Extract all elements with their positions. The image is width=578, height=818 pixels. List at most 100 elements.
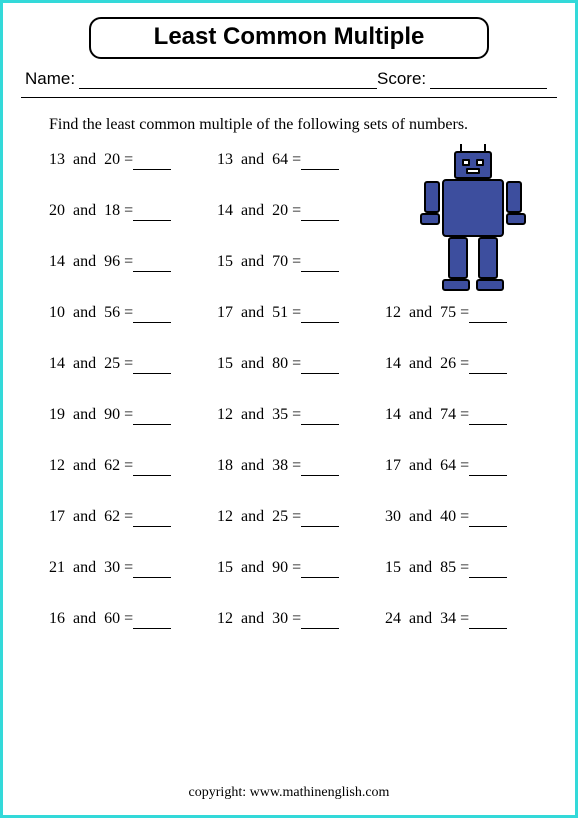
answer-blank[interactable] — [301, 307, 339, 323]
problem-cell: 17 and 62 = — [49, 507, 217, 527]
and-word: and — [241, 355, 264, 372]
problem-row: 17 and 62 =12 and 25 =30 and 40 = — [49, 507, 575, 527]
problem-cell: 17 and 64 = — [385, 456, 553, 476]
score-field: Score: — [377, 69, 547, 89]
operand-b: 30 — [104, 559, 120, 576]
header-row: Name: Score: — [3, 69, 575, 89]
answer-blank[interactable] — [133, 307, 171, 323]
operand-a: 12 — [49, 457, 65, 474]
problem-cell: 17 and 51 = — [217, 303, 385, 323]
problem-cell: 13 and 64 = — [217, 150, 385, 170]
equals-sign: = — [292, 355, 301, 372]
name-input-line[interactable] — [79, 71, 377, 89]
and-word: and — [241, 406, 264, 423]
answer-blank[interactable] — [301, 205, 339, 221]
and-word: and — [73, 406, 96, 423]
answer-blank[interactable] — [301, 511, 339, 527]
and-word: and — [241, 151, 264, 168]
operand-a: 18 — [217, 457, 233, 474]
equals-sign: = — [292, 406, 301, 423]
answer-blank[interactable] — [469, 358, 507, 374]
operand-a: 17 — [217, 304, 233, 321]
equals-sign: = — [124, 151, 133, 168]
name-field: Name: — [25, 69, 377, 89]
equals-sign: = — [124, 355, 133, 372]
and-word: and — [241, 508, 264, 525]
answer-blank[interactable] — [301, 154, 339, 170]
problem-cell: 14 and 26 = — [385, 354, 553, 374]
answer-blank[interactable] — [469, 460, 507, 476]
score-label: Score: — [377, 69, 426, 89]
operand-a: 12 — [385, 304, 401, 321]
problem-row: 12 and 62 =18 and 38 =17 and 64 = — [49, 456, 575, 476]
equals-sign: = — [292, 559, 301, 576]
problem-cell: 15 and 80 = — [217, 354, 385, 374]
answer-blank[interactable] — [133, 409, 171, 425]
answer-blank[interactable] — [301, 613, 339, 629]
and-word: and — [73, 253, 96, 270]
equals-sign: = — [124, 559, 133, 576]
answer-blank[interactable] — [469, 562, 507, 578]
equals-sign: = — [460, 457, 469, 474]
answer-blank[interactable] — [133, 256, 171, 272]
and-word: and — [73, 355, 96, 372]
problem-row: 16 and 60 =12 and 30 =24 and 34 = — [49, 609, 575, 629]
answer-blank[interactable] — [301, 358, 339, 374]
answer-blank[interactable] — [301, 460, 339, 476]
answer-blank[interactable] — [133, 460, 171, 476]
and-word: and — [409, 559, 432, 576]
and-word: and — [409, 355, 432, 372]
problem-cell: 15 and 70 = — [217, 252, 385, 272]
operand-b: 26 — [440, 355, 456, 372]
operand-b: 25 — [272, 508, 288, 525]
operand-a: 14 — [217, 202, 233, 219]
answer-blank[interactable] — [301, 256, 339, 272]
operand-a: 12 — [217, 610, 233, 627]
answer-blank[interactable] — [301, 562, 339, 578]
equals-sign: = — [292, 151, 301, 168]
and-word: and — [73, 457, 96, 474]
problem-cell: 14 and 96 = — [49, 252, 217, 272]
operand-b: 85 — [440, 559, 456, 576]
and-word: and — [241, 559, 264, 576]
answer-blank[interactable] — [469, 409, 507, 425]
worksheet-title: Least Common Multiple — [89, 17, 489, 59]
operand-a: 10 — [49, 304, 65, 321]
operand-b: 64 — [272, 151, 288, 168]
operand-b: 20 — [104, 151, 120, 168]
problems-grid: 13 and 20 =13 and 64 =20 and 18 =14 and … — [3, 142, 575, 629]
answer-blank[interactable] — [469, 613, 507, 629]
problem-cell: 16 and 60 = — [49, 609, 217, 629]
and-word: and — [241, 610, 264, 627]
equals-sign: = — [124, 406, 133, 423]
answer-blank[interactable] — [469, 307, 507, 323]
operand-b: 90 — [104, 406, 120, 423]
operand-b: 25 — [104, 355, 120, 372]
problem-cell: 20 and 18 = — [49, 201, 217, 221]
problem-cell: 10 and 56 = — [49, 303, 217, 323]
and-word: and — [241, 304, 264, 321]
answer-blank[interactable] — [133, 358, 171, 374]
answer-blank[interactable] — [133, 154, 171, 170]
operand-b: 35 — [272, 406, 288, 423]
answer-blank[interactable] — [133, 511, 171, 527]
problem-row: 21 and 30 =15 and 90 =15 and 85 = — [49, 558, 575, 578]
answer-blank[interactable] — [469, 511, 507, 527]
operand-a: 15 — [385, 559, 401, 576]
problem-cell: 14 and 74 = — [385, 405, 553, 425]
and-word: and — [73, 304, 96, 321]
robot-icon — [413, 142, 533, 292]
equals-sign: = — [460, 355, 469, 372]
equals-sign: = — [292, 253, 301, 270]
answer-blank[interactable] — [301, 409, 339, 425]
and-word: and — [73, 559, 96, 576]
equals-sign: = — [124, 253, 133, 270]
problem-cell: 12 and 30 = — [217, 609, 385, 629]
score-input-line[interactable] — [430, 71, 547, 89]
answer-blank[interactable] — [133, 205, 171, 221]
answer-blank[interactable] — [133, 562, 171, 578]
problem-row: 14 and 25 =15 and 80 =14 and 26 = — [49, 354, 575, 374]
operand-a: 12 — [217, 406, 233, 423]
problem-cell: 12 and 62 = — [49, 456, 217, 476]
answer-blank[interactable] — [133, 613, 171, 629]
